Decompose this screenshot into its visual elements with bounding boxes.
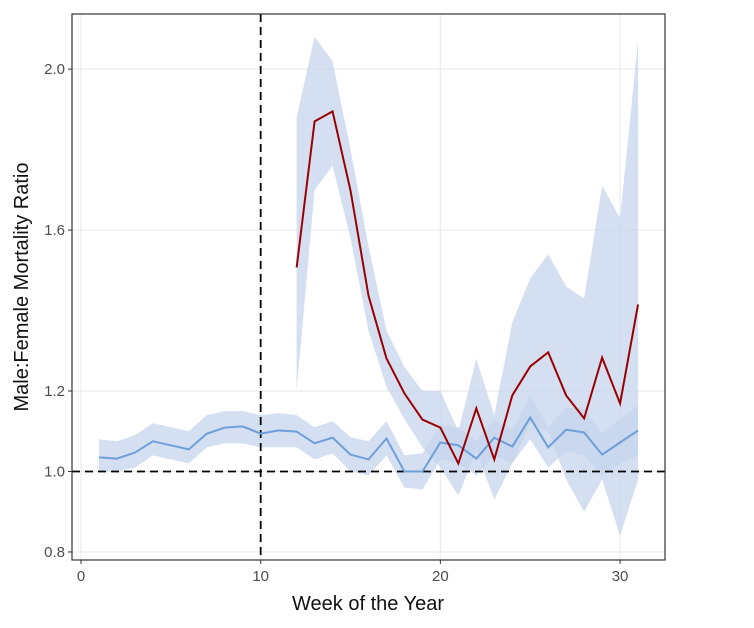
series-line	[295, 109, 640, 467]
plot-frame	[71, 13, 666, 561]
y-tick-label: 0.8	[44, 544, 65, 561]
y-tick-label: 2.0	[44, 61, 65, 78]
confidence-band	[98, 395, 639, 490]
y-tick-label: 1.0	[44, 463, 65, 480]
x-tick-label: 10	[252, 568, 269, 585]
y-axis-title: Male:Female Mortality Ratio	[11, 163, 33, 412]
x-tick-label: 0	[77, 568, 85, 585]
y-tick-label: 1.6	[44, 222, 65, 239]
x-axis-title: Week of the Year	[292, 593, 444, 615]
x-tick-label: 20	[432, 568, 449, 585]
confidence-band	[296, 36, 639, 536]
series-line	[98, 415, 639, 473]
x-tick-label: 30	[612, 568, 629, 585]
y-tick-label: 1.2	[44, 383, 65, 400]
